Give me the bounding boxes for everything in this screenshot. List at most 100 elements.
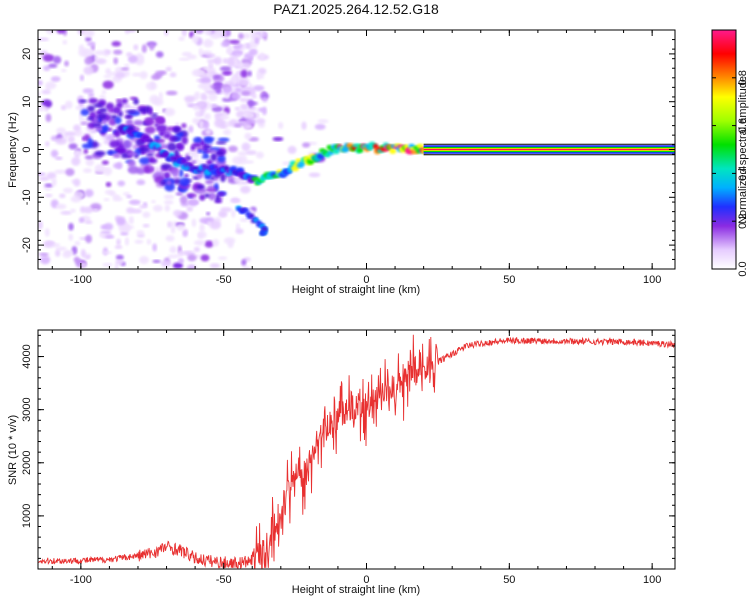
spectrogram-noise-blob (56, 30, 66, 34)
spectrogram-noise-blob (240, 69, 248, 78)
spectrogram-noise-blob (218, 211, 228, 218)
spectrogram-noise-blob (178, 57, 190, 61)
snr-panel: -100 -50 0 50 100 1000 2000 3000 4000 Height of … (7, 329, 676, 596)
spectrogram-noise-blob (38, 80, 43, 86)
spectrogram-noise-blob (165, 235, 175, 242)
spectrogram-noise-blob (255, 118, 266, 125)
spectrogram-noise-blob (85, 36, 92, 42)
spectrogram-signal-blob (93, 103, 104, 108)
spectrogram-signal-blob (101, 160, 109, 165)
spectrogram-signal-blob (170, 136, 180, 141)
spectrogram-noise-blob (146, 239, 152, 245)
spectrogram-signal-blob (210, 153, 217, 162)
spectrogram-noise-blob (170, 225, 176, 234)
spectrogram-noise-blob (146, 81, 158, 91)
spectrogram-noise-blob (44, 228, 50, 237)
spectrogram-signal-blob (115, 98, 123, 103)
spectrogram-noise-blob (115, 254, 124, 261)
spectrogram-signal-blob (144, 126, 156, 134)
spectrogram-noise-blob (99, 233, 107, 238)
spectrogram-noise-blob (152, 204, 163, 212)
spectrogram-ridge-blob (213, 164, 219, 170)
spectrogram-signal-blob (211, 149, 217, 154)
spectrogram-signal-blob (194, 187, 207, 194)
spectrogram-noise-blob (237, 120, 248, 125)
spectrogram-noise-blob (122, 192, 131, 196)
spectrogram-noise-blob (94, 163, 106, 173)
spectrogram-noise-blob (113, 57, 119, 65)
spectrogram-noise-blob (225, 58, 234, 65)
spectrogram-signal-blob (133, 98, 139, 105)
spectrogram-noise-blob (136, 179, 146, 186)
spectrogram-signal-blob (116, 147, 127, 154)
spectrogram-noise-blob (79, 206, 86, 213)
spectrogram-signal-blob (167, 142, 177, 152)
spectrogram-xtick-label: 50 (503, 274, 515, 286)
spectrogram-noise-blob (287, 145, 297, 154)
spectrogram-noise-blob (73, 124, 81, 132)
spectrogram-noise-blob (43, 65, 51, 71)
spectrogram-branch-blob (243, 208, 250, 213)
spectrogram-noise-blob (73, 256, 80, 263)
spectrogram-noise-blob (243, 33, 251, 39)
spectrogram-noise-blob (54, 169, 67, 174)
spectrogram-signal-blob (98, 107, 108, 113)
spectrogram-signal-blob (84, 155, 94, 160)
spectrogram-noise-blob (78, 217, 85, 223)
spectrogram-signal-blob (155, 124, 168, 133)
spectrogram-signal-blob (122, 139, 133, 149)
spectrogram-noise-blob (272, 136, 284, 142)
spectrogram-noise-blob (93, 50, 106, 56)
spectrogram-ridge-blob (180, 158, 188, 164)
spectrogram-noise-blob (183, 95, 195, 102)
spectrogram-signal-blob (179, 177, 190, 187)
spectrogram-branch-blob (248, 213, 255, 219)
spectrogram-signal-blob (215, 141, 227, 145)
spectrogram-ridge-blob (201, 164, 207, 169)
spectrogram-noise-blob (105, 235, 115, 239)
spectrogram-noise-blob (155, 51, 164, 58)
spectrogram-signal-blob (201, 155, 210, 159)
spectrogram-noise-blob (64, 131, 77, 137)
spectrogram-signal-blob (155, 117, 164, 124)
spectrogram-noise-blob (198, 120, 205, 130)
snr-ytick-label: 1000 (21, 504, 33, 528)
spectrogram-signal-blob (186, 192, 197, 199)
spectrogram-noise-blob (128, 216, 134, 225)
spectrogram-noise-blob (193, 247, 200, 253)
spectrogram-signal-blob (133, 119, 144, 126)
spectrogram-noise-blob (55, 249, 61, 257)
spectrogram-noise-blob (179, 195, 188, 205)
spectrogram-signal-blob (166, 180, 172, 186)
spectrogram-noise-blob (105, 50, 112, 54)
spectrogram-noise-blob (111, 41, 122, 47)
spectrogram-noise-blob (173, 209, 182, 217)
spectrogram-noise-blob (51, 177, 57, 187)
spectrogram-noise-blob (113, 49, 123, 55)
spectrogram-noise-blob (152, 243, 157, 252)
spectrogram-signal-blob (184, 173, 189, 178)
spectrogram-noise-blob (120, 67, 130, 71)
spectrogram-ytick-label: 0 (21, 146, 33, 152)
spectrogram-noise-blob (200, 93, 208, 101)
snr-xlabel: Height of straight line (km) (292, 584, 420, 596)
spectrogram-noise-blob (208, 92, 218, 101)
spectrogram-noise-blob (192, 117, 201, 124)
spectrogram-signal-blob (109, 140, 121, 148)
spectrogram-signal-blob (172, 178, 182, 185)
spectrogram-noise-blob (124, 236, 130, 246)
spectrogram-noise-blob (141, 44, 147, 53)
spectrogram-noise-blob (178, 36, 185, 41)
spectrogram-signal-blob (163, 133, 171, 139)
colorbar-ticks: 0.0 0.2 0.4 0.6 0.8 (711, 29, 749, 277)
spectrogram-signal-blob (204, 193, 210, 198)
spectrogram-noise-blob (239, 97, 250, 102)
spectrogram-noise-blob (62, 187, 73, 194)
spectrogram-noise-blob (142, 211, 151, 218)
spectrogram-noise-blob (80, 249, 86, 258)
spectrogram-ytick-label: 20 (21, 48, 33, 60)
spectrogram-noise-blob (190, 153, 200, 158)
spectrogram-noise-blob (48, 63, 58, 68)
spectrogram-noise-blob (102, 80, 114, 89)
